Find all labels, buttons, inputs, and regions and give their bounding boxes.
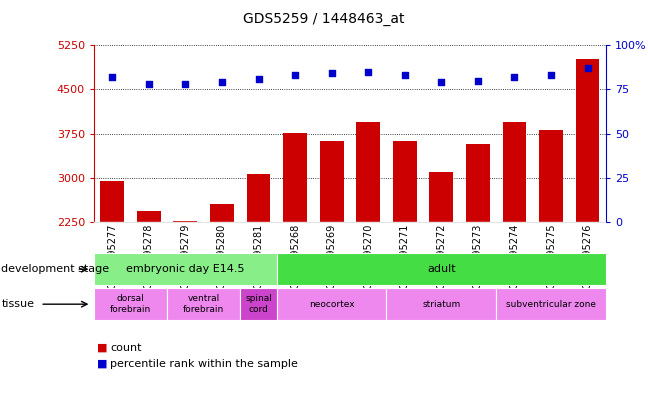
Point bbox=[216, 79, 227, 85]
Point bbox=[400, 72, 410, 78]
Text: GDS5259 / 1448463_at: GDS5259 / 1448463_at bbox=[243, 12, 405, 26]
Text: ventral
forebrain: ventral forebrain bbox=[183, 294, 224, 314]
Point bbox=[253, 75, 264, 82]
Point bbox=[327, 70, 337, 77]
Text: subventricular zone: subventricular zone bbox=[506, 300, 596, 309]
Text: dorsal
forebrain: dorsal forebrain bbox=[110, 294, 151, 314]
Text: adult: adult bbox=[427, 264, 456, 274]
Text: striatum: striatum bbox=[422, 300, 461, 309]
Text: neocortex: neocortex bbox=[309, 300, 354, 309]
Bar bbox=[210, 204, 234, 222]
Bar bbox=[539, 130, 563, 222]
Text: tissue: tissue bbox=[1, 299, 34, 309]
Bar bbox=[430, 172, 453, 222]
Text: count: count bbox=[110, 343, 142, 353]
Point bbox=[509, 74, 520, 80]
Text: embryonic day E14.5: embryonic day E14.5 bbox=[126, 264, 245, 274]
Text: spinal
cord: spinal cord bbox=[245, 294, 272, 314]
Point bbox=[436, 79, 446, 85]
Bar bbox=[393, 141, 417, 222]
Point bbox=[546, 72, 556, 78]
Bar bbox=[137, 211, 161, 222]
Bar bbox=[356, 122, 380, 222]
Bar bbox=[100, 181, 124, 222]
Text: percentile rank within the sample: percentile rank within the sample bbox=[110, 358, 298, 369]
Text: ■: ■ bbox=[97, 358, 108, 369]
Bar bbox=[575, 59, 599, 222]
Point bbox=[472, 77, 483, 84]
Bar bbox=[319, 141, 343, 222]
Point bbox=[107, 74, 117, 80]
Bar bbox=[247, 174, 270, 222]
Bar bbox=[466, 144, 490, 222]
Point bbox=[144, 81, 154, 87]
Point bbox=[180, 81, 191, 87]
Text: ■: ■ bbox=[97, 343, 108, 353]
Bar bbox=[503, 122, 526, 222]
Bar bbox=[283, 133, 307, 222]
Text: development stage: development stage bbox=[1, 264, 110, 274]
Point bbox=[583, 65, 593, 71]
Point bbox=[363, 68, 373, 75]
Bar bbox=[174, 221, 197, 222]
Point bbox=[290, 72, 300, 78]
